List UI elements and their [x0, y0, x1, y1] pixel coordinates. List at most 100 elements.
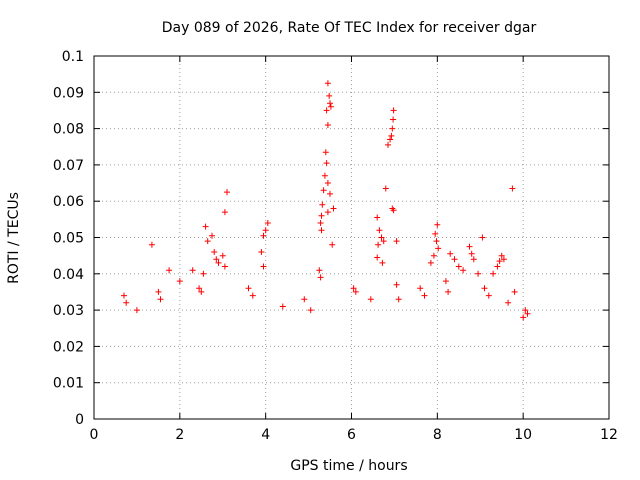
data-point: [319, 201, 326, 208]
data-point: [390, 116, 397, 123]
data-point: [121, 292, 127, 299]
data-point: [500, 256, 507, 263]
data-point: [496, 258, 503, 265]
data-point: [511, 288, 518, 295]
data-point: [445, 288, 452, 295]
data-point: [447, 250, 454, 257]
data-point: [327, 190, 333, 197]
data-point: [196, 285, 203, 292]
data-point: [520, 314, 527, 321]
data-point: [389, 125, 396, 132]
data-point: [316, 267, 323, 274]
data-point: [522, 307, 529, 314]
data-point: [434, 221, 441, 228]
data-point: [376, 227, 383, 234]
data-point: [421, 292, 428, 299]
data-point: [479, 234, 486, 241]
data-point: [327, 100, 333, 107]
data-point: [279, 303, 286, 310]
data-point: [388, 132, 395, 139]
x-tick-label: 0: [90, 427, 99, 443]
data-point: [324, 180, 331, 186]
data-point: [380, 238, 387, 245]
data-point: [460, 267, 467, 274]
data-point: [189, 267, 196, 274]
data-point: [379, 259, 386, 266]
data-point: [148, 241, 155, 248]
data-point: [475, 270, 482, 277]
data-point: [260, 263, 267, 270]
data-point: [481, 285, 488, 292]
data-point: [176, 278, 183, 285]
x-tick-label: 10: [514, 427, 532, 443]
data-point: [498, 252, 505, 259]
y-tick-label: 0.06: [53, 194, 84, 210]
data-point: [435, 245, 442, 252]
data-point: [387, 136, 394, 143]
y-tick-label: 0.03: [53, 303, 84, 319]
data-point: [264, 220, 271, 226]
x-tick-label: 12: [600, 427, 618, 443]
data-point: [378, 234, 385, 241]
x-tick-label: 8: [433, 427, 442, 443]
data-point: [442, 278, 449, 285]
chart-title: Day 089 of 2026, Rate Of TEC Index for r…: [162, 20, 537, 36]
data-point: [326, 92, 333, 99]
data-point: [524, 310, 531, 317]
data-point: [451, 256, 458, 263]
data-point: [352, 288, 359, 295]
data-point: [301, 296, 308, 303]
data-point: [455, 263, 462, 270]
data-point: [382, 185, 389, 192]
data-point: [505, 299, 512, 306]
data-point: [200, 270, 207, 277]
data-point: [307, 307, 314, 314]
data-point: [224, 189, 230, 196]
data-point: [323, 107, 330, 114]
data-point: [221, 209, 228, 216]
data-point: [322, 149, 329, 156]
data-point: [202, 223, 209, 230]
data-point: [329, 241, 336, 248]
data-point: [432, 230, 439, 237]
y-tick-label: 0.05: [53, 231, 84, 247]
data-point: [198, 288, 205, 295]
data-point: [209, 232, 215, 239]
y-tick-label: 0: [75, 412, 84, 428]
data-point: [318, 212, 325, 219]
y-tick-label: 0.1: [62, 49, 84, 65]
x-tick-label: 4: [261, 427, 270, 443]
data-point: [390, 107, 397, 114]
data-point: [317, 220, 324, 226]
y-tick-label: 0.02: [53, 339, 84, 355]
data-points: [121, 80, 531, 321]
data-point: [417, 285, 424, 292]
x-tick-label: 6: [347, 427, 356, 443]
data-point: [221, 263, 228, 270]
data-point: [155, 288, 162, 295]
data-point: [367, 296, 374, 303]
data-point: [393, 238, 400, 245]
data-point: [219, 252, 226, 259]
data-point: [215, 259, 222, 266]
y-tick-label: 0.07: [53, 158, 84, 174]
data-point: [323, 160, 330, 167]
data-point: [327, 103, 334, 110]
gridlines: [94, 56, 609, 419]
data-point: [470, 256, 477, 263]
data-point: [211, 249, 218, 255]
data-point: [430, 252, 437, 259]
data-point: [427, 259, 434, 266]
data-point: [320, 187, 327, 194]
data-point: [374, 214, 381, 221]
data-point: [157, 296, 164, 303]
data-point: [395, 296, 402, 303]
y-tick-label: 0.04: [53, 267, 84, 283]
data-point: [385, 141, 391, 148]
data-point: [324, 80, 331, 87]
data-point: [249, 292, 256, 299]
data-point: [509, 185, 516, 192]
data-point: [317, 274, 324, 281]
data-point: [213, 256, 220, 263]
data-point: [166, 267, 173, 274]
